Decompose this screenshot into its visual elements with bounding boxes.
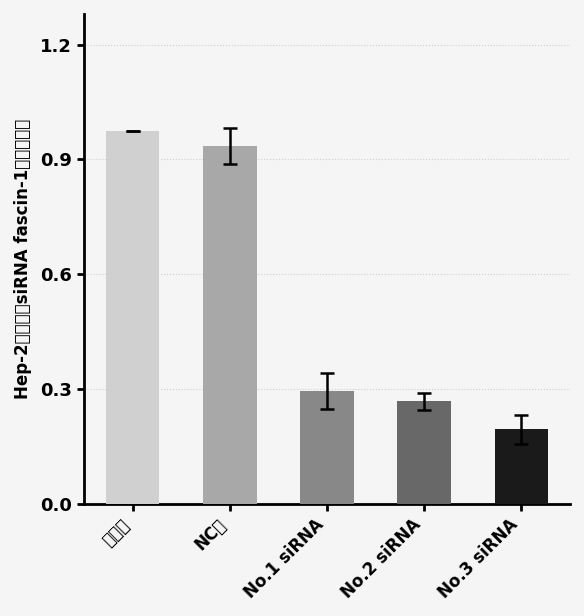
Bar	[106, 131, 159, 504]
Bar	[495, 429, 548, 504]
Bar	[203, 146, 256, 504]
Bar	[398, 402, 451, 504]
Bar	[300, 391, 354, 504]
Y-axis label: Hep-2细胞转染siRNA fascin-1相对表达量: Hep-2细胞转染siRNA fascin-1相对表达量	[14, 119, 32, 399]
